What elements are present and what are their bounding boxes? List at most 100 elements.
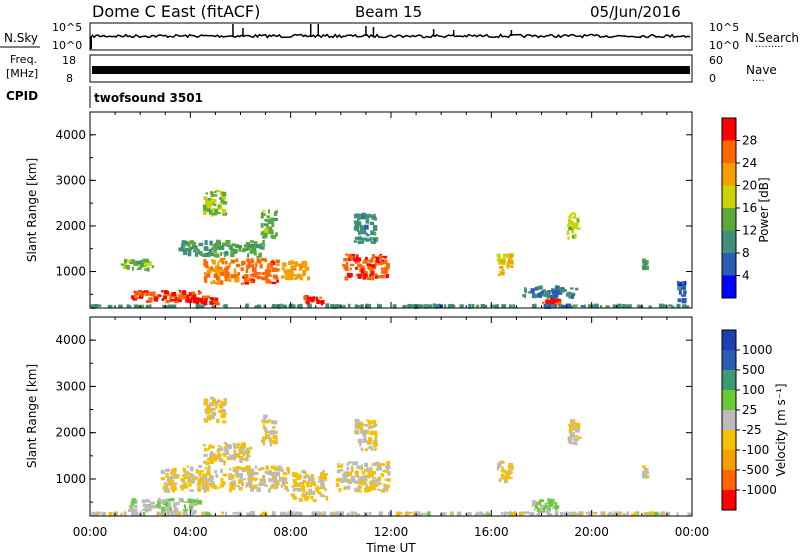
heatmap-cell (314, 482, 317, 487)
heatmap-cell (542, 289, 546, 292)
heatmap-cell (209, 240, 213, 246)
heatmap-cell (217, 262, 220, 267)
heatmap-cell (260, 231, 265, 236)
heatmap-cell (370, 241, 376, 244)
heatmap-cell (268, 218, 272, 223)
heatmap-cell (222, 201, 228, 205)
heatmap-cell (262, 244, 266, 247)
heatmap-cell (509, 476, 513, 480)
heatmap-cell (308, 296, 312, 301)
heatmap-cell (120, 512, 123, 516)
heatmap-cell (162, 304, 166, 308)
heatmap-cell (286, 467, 290, 472)
heatmap-cell (571, 425, 576, 430)
colorbar-tick-label: -25 (742, 423, 762, 437)
heatmap-cell (380, 270, 386, 274)
heatmap-cell (358, 481, 364, 485)
heatmap-cell (301, 481, 305, 486)
heatmap-cell (274, 485, 279, 489)
frequency-trace (92, 66, 690, 74)
heatmap-cell (524, 287, 527, 293)
heatmap-cell (645, 265, 649, 270)
heatmap-cell (425, 304, 428, 309)
heatmap-cell (303, 497, 308, 500)
heatmap-cell (570, 419, 574, 424)
heatmap-cell (123, 512, 127, 515)
heatmap-cell (510, 265, 514, 268)
heatmap-cell (542, 508, 546, 513)
heatmap-cell (236, 443, 241, 446)
heatmap-cell (173, 298, 178, 301)
heatmap-cell (242, 478, 247, 481)
heatmap-cell (381, 274, 385, 279)
heatmap-cell (295, 487, 298, 491)
heatmap-cell (232, 442, 236, 447)
heatmap-cell (231, 248, 236, 252)
heatmap-cell (505, 253, 510, 258)
heatmap-cell-group (522, 285, 579, 299)
heatmap-cell (356, 465, 361, 470)
heatmap-cell (234, 250, 237, 255)
heatmap-cell (246, 465, 249, 469)
heatmap-cell (554, 502, 558, 506)
heatmap-cell (238, 486, 243, 491)
heatmap-cell (210, 213, 213, 217)
heatmap-cell (266, 215, 270, 218)
heatmap-cell (90, 304, 96, 310)
heatmap-cell (256, 255, 260, 258)
heatmap-cell (183, 501, 188, 504)
heatmap-cell (301, 487, 306, 491)
cpid-label: CPID (6, 89, 38, 103)
heatmap-cell (214, 208, 219, 213)
heatmap-cell (220, 468, 223, 474)
heatmap-cell (363, 424, 369, 427)
heatmap-cell (229, 481, 232, 486)
heatmap-cell (645, 511, 650, 516)
heatmap-cell (304, 265, 307, 270)
heatmap-cell (309, 484, 313, 488)
heatmap-cell (319, 301, 323, 304)
heatmap-cell (275, 268, 280, 272)
heatmap-cell (301, 469, 306, 474)
heatmap-cell (524, 294, 527, 299)
heatmap-cell (203, 453, 208, 457)
heatmap-cell (375, 479, 380, 483)
heatmap-cell (101, 512, 106, 516)
heatmap-cell (221, 408, 226, 413)
heatmap-cell (218, 241, 222, 244)
heatmap-cell (306, 482, 310, 488)
heatmap-cell (256, 487, 261, 492)
heatmap-cell (91, 511, 95, 516)
heatmap-cell (269, 470, 272, 473)
heatmap-cell (204, 487, 210, 492)
heatmap-cell (258, 244, 263, 249)
heatmap-cell (233, 456, 236, 461)
heatmap-cell (368, 439, 373, 445)
heatmap-cell (201, 511, 204, 516)
heatmap-cell (319, 296, 323, 299)
heatmap-cell (378, 275, 382, 278)
heatmap-cell (179, 291, 183, 294)
heatmap-cell (318, 476, 324, 480)
heatmap-cell (315, 296, 318, 302)
heatmap-cell (208, 474, 212, 479)
heatmap-cell (210, 458, 215, 463)
nsky-tick-low: 10^0 (52, 39, 82, 52)
heatmap-cell (364, 448, 369, 451)
heatmap-cell (637, 512, 640, 516)
heatmap-cell (575, 287, 579, 291)
heatmap-cell (192, 250, 197, 253)
heatmap-cell (280, 484, 283, 488)
heatmap-cell (267, 274, 272, 277)
heatmap-cell (385, 262, 390, 266)
heatmap-cell (349, 263, 355, 267)
heatmap-cell (361, 215, 365, 220)
heatmap-cell (560, 512, 563, 516)
heatmap-cell (392, 304, 397, 309)
heatmap-cell (215, 404, 218, 409)
heatmap-cell (312, 296, 316, 300)
heatmap-cell (210, 409, 213, 413)
heatmap-cell (135, 499, 138, 503)
heatmap-cell (353, 213, 359, 219)
